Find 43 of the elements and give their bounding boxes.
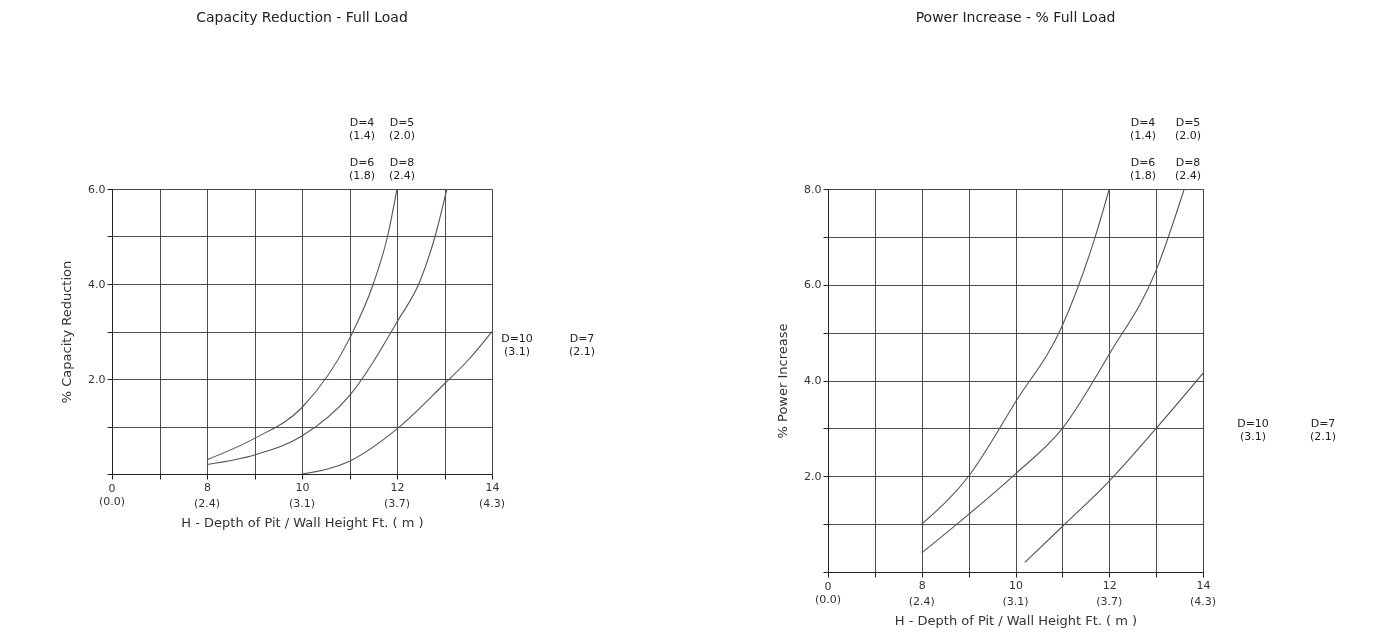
text: D=8 (2.4) <box>1174 156 1202 182</box>
text: D=7 (2.1) <box>1309 417 1337 443</box>
text: D=5 (2.0) <box>388 116 416 142</box>
chart-title: Capacity Reduction - Full Load <box>196 9 408 25</box>
y-tick-label: 4.0 <box>804 374 822 387</box>
text: (3.7) <box>1096 595 1123 608</box>
y-tick-label: 6.0 <box>804 278 822 292</box>
x-tick-label: 14 <box>485 480 500 494</box>
y-tick-label: 2.0 <box>804 469 822 483</box>
text: D=6 (1.8) <box>1129 156 1157 182</box>
x-tick-label: 8 <box>204 480 211 494</box>
x-tick-label: 8 <box>918 578 926 592</box>
chart-title: Power Increase - % Full Load <box>915 9 1116 25</box>
x-tick-label: 12 <box>390 480 405 494</box>
text: 0 (0.0) <box>814 580 842 606</box>
y-tick-label: 2.0 <box>88 372 106 386</box>
x-tick-label: 12 <box>1102 578 1117 592</box>
x-tick-label: 10 <box>295 480 310 494</box>
text: D=7 (2.1) <box>568 332 596 358</box>
x-tick-label: 14 <box>1196 578 1211 592</box>
text: D=5 (2.0) <box>1174 116 1202 142</box>
text: D=6 (1.8) <box>348 156 376 182</box>
x-tick-label: 10 <box>1009 578 1023 592</box>
text: D=4 (1.4) <box>348 116 376 142</box>
text: D=10 (3.1) <box>1237 417 1269 443</box>
text: (3.1) <box>1002 595 1029 608</box>
text: (3.7) <box>383 497 411 510</box>
text: D=4 (1.4) <box>1129 116 1157 142</box>
text: (2.4) <box>908 595 935 608</box>
text: D=10 (3.1) <box>501 332 533 358</box>
y-axis-title: % Power Increase <box>775 323 791 439</box>
text: 0 (0.0) <box>98 482 126 508</box>
text: (3.1) <box>288 497 316 510</box>
y-axis-title: % Capacity Reduction <box>59 260 75 404</box>
text: D=8 (2.4) <box>388 156 416 182</box>
text: (4.3) <box>478 497 506 510</box>
text: (2.4) <box>193 497 221 510</box>
y-tick-label: 8.0 <box>804 182 822 196</box>
text: (4.3) <box>1189 595 1217 608</box>
x-axis-title: H - Depth of Pit / Wall Height Ft. ( m ) <box>894 612 1138 628</box>
y-tick-label: 6.0 <box>88 182 106 196</box>
y-tick-label: 4.0 <box>88 277 106 291</box>
x-axis-title: H - Depth of Pit / Wall Height Ft. ( m ) <box>181 514 424 530</box>
